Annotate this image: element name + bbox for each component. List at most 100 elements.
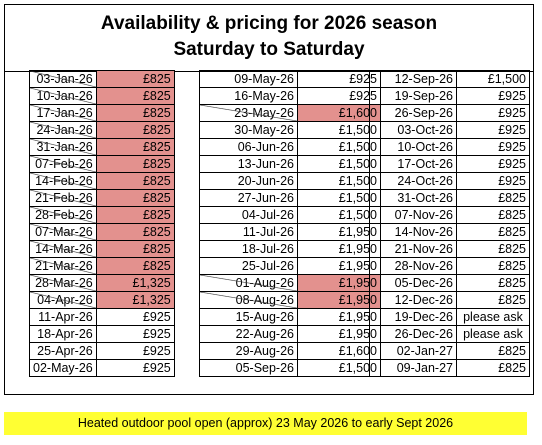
week-price-booked: £825 [95, 189, 175, 207]
week-start-date: 04-Apr-26 [29, 291, 97, 309]
week-start-date: 18-Apr-26 [29, 325, 97, 343]
week-price-booked: £825 [95, 240, 175, 258]
week-price: £825 [456, 342, 530, 360]
week-price: £825 [456, 274, 530, 292]
week-row: 31-Jan-26 £825 [29, 138, 175, 156]
week-start-date: 12-Dec-26 [369, 291, 457, 309]
week-start-date: 05-Dec-26 [369, 274, 457, 292]
week-price: £825 [456, 359, 530, 377]
week-row: 04-Jul-26 £1,500 [199, 206, 381, 224]
week-price: please ask [456, 325, 530, 343]
week-start-date: 29-Aug-26 [199, 342, 298, 360]
week-row: 05-Dec-26 £825 [369, 274, 530, 292]
week-start-date: 26-Sep-26 [369, 104, 457, 122]
week-start-date: 17-Jan-26 [29, 104, 97, 122]
week-start-date: 19-Sep-26 [369, 87, 457, 105]
week-price: £925 [456, 138, 530, 156]
week-row: 21-Nov-26 £825 [369, 240, 530, 258]
week-row: 31-Oct-26 £825 [369, 189, 530, 207]
week-price: £925 [456, 172, 530, 190]
week-row: 10-Oct-26 £925 [369, 138, 530, 156]
week-row: 16-May-26 £925 [199, 87, 381, 105]
week-start-date: 07-Feb-26 [29, 155, 97, 173]
week-start-date: 25-Apr-26 [29, 342, 97, 360]
week-start-date: 09-May-26 [199, 70, 298, 88]
week-row: 14-Nov-26 £825 [369, 223, 530, 241]
week-start-date: 26-Dec-26 [369, 325, 457, 343]
week-row: 12-Sep-26 £1,500 [369, 70, 530, 88]
week-price: £925 [95, 308, 175, 326]
week-row: 25-Jul-26 £1,950 [199, 257, 381, 275]
week-row: 18-Apr-26 £925 [29, 325, 175, 343]
week-row: 09-May-26 £925 [199, 70, 381, 88]
week-row: 30-May-26 £1,500 [199, 121, 381, 139]
week-row: 17-Jan-26 £825 [29, 104, 175, 122]
week-row: 14-Mar-26 £825 [29, 240, 175, 258]
week-price: please ask [456, 308, 530, 326]
week-start-date: 25-Jul-26 [199, 257, 298, 275]
week-price: £825 [456, 291, 530, 309]
week-start-date: 13-Jun-26 [199, 155, 298, 173]
pricing-rows: 03-Jan-26 £825 10-Jan-26 £825 17-Jan-26 £825 2… [29, 70, 175, 377]
week-price: £1,500 [297, 172, 381, 190]
week-price: £825 [456, 206, 530, 224]
week-start-date: 23-May-26 [199, 104, 298, 122]
week-start-date: 02-May-26 [29, 359, 97, 377]
week-row: 04-Apr-26 £1,325 [29, 291, 175, 309]
week-row: 01-Aug-26 £1,950 [199, 274, 381, 292]
week-start-date: 24-Jan-26 [29, 121, 97, 139]
week-row: 12-Dec-26 £825 [369, 291, 530, 309]
week-start-date: 10-Oct-26 [369, 138, 457, 156]
week-start-date: 20-Jun-26 [199, 172, 298, 190]
week-price: £1,500 [297, 155, 381, 173]
week-row: 11-Apr-26 £925 [29, 308, 175, 326]
week-row: 15-Aug-26 £1,950 [199, 308, 381, 326]
week-row: 02-May-26 £925 [29, 359, 175, 377]
week-row: 03-Oct-26 £925 [369, 121, 530, 139]
week-row: 02-Jan-27 £825 [369, 342, 530, 360]
week-row: 24-Jan-26 £825 [29, 121, 175, 139]
week-row: 19-Sep-26 £925 [369, 87, 530, 105]
week-row: 14-Feb-26 £825 [29, 172, 175, 190]
week-price-booked: £1,600 [297, 104, 381, 122]
week-start-date: 19-Dec-26 [369, 308, 457, 326]
week-row: 07-Feb-26 £825 [29, 155, 175, 173]
week-start-date: 24-Oct-26 [369, 172, 457, 190]
week-price: £1,950 [297, 240, 381, 258]
week-start-date: 22-Aug-26 [199, 325, 298, 343]
week-row: 07-Nov-26 £825 [369, 206, 530, 224]
week-price-booked: £825 [95, 104, 175, 122]
week-row: 26-Sep-26 £925 [369, 104, 530, 122]
week-start-date: 18-Jul-26 [199, 240, 298, 258]
week-start-date: 01-Aug-26 [199, 274, 298, 292]
week-price-booked: £825 [95, 70, 175, 88]
week-price: £825 [456, 240, 530, 258]
week-price-booked: £825 [95, 257, 175, 275]
week-row: 21-Feb-26 £825 [29, 189, 175, 207]
week-start-date: 06-Jun-26 [199, 138, 298, 156]
week-row: 24-Oct-26 £925 [369, 172, 530, 190]
week-start-date: 04-Jul-26 [199, 206, 298, 224]
week-row: 07-Mar-26 £825 [29, 223, 175, 241]
week-row: 03-Jan-26 £825 [29, 70, 175, 88]
week-start-date: 08-Aug-26 [199, 291, 298, 309]
week-row: 28-Feb-26 £825 [29, 206, 175, 224]
week-price-booked: £1,325 [95, 274, 175, 292]
week-price: £825 [456, 257, 530, 275]
week-price: £925 [95, 359, 175, 377]
week-row: 13-Jun-26 £1,500 [199, 155, 381, 173]
page-subtitle: Saturday to Saturday [173, 39, 365, 60]
week-start-date: 02-Jan-27 [369, 342, 457, 360]
week-start-date: 17-Oct-26 [369, 155, 457, 173]
week-start-date: 21-Feb-26 [29, 189, 97, 207]
week-row: 20-Jun-26 £1,500 [199, 172, 381, 190]
week-start-date: 21-Nov-26 [369, 240, 457, 258]
week-price: £925 [456, 121, 530, 139]
week-price-booked: £825 [95, 138, 175, 156]
week-price: £925 [456, 87, 530, 105]
week-start-date: 14-Feb-26 [29, 172, 97, 190]
week-row: 10-Jan-26 £825 [29, 87, 175, 105]
week-price: £1,950 [297, 223, 381, 241]
week-row: 22-Aug-26 £1,950 [199, 325, 381, 343]
week-start-date: 03-Jan-26 [29, 70, 97, 88]
